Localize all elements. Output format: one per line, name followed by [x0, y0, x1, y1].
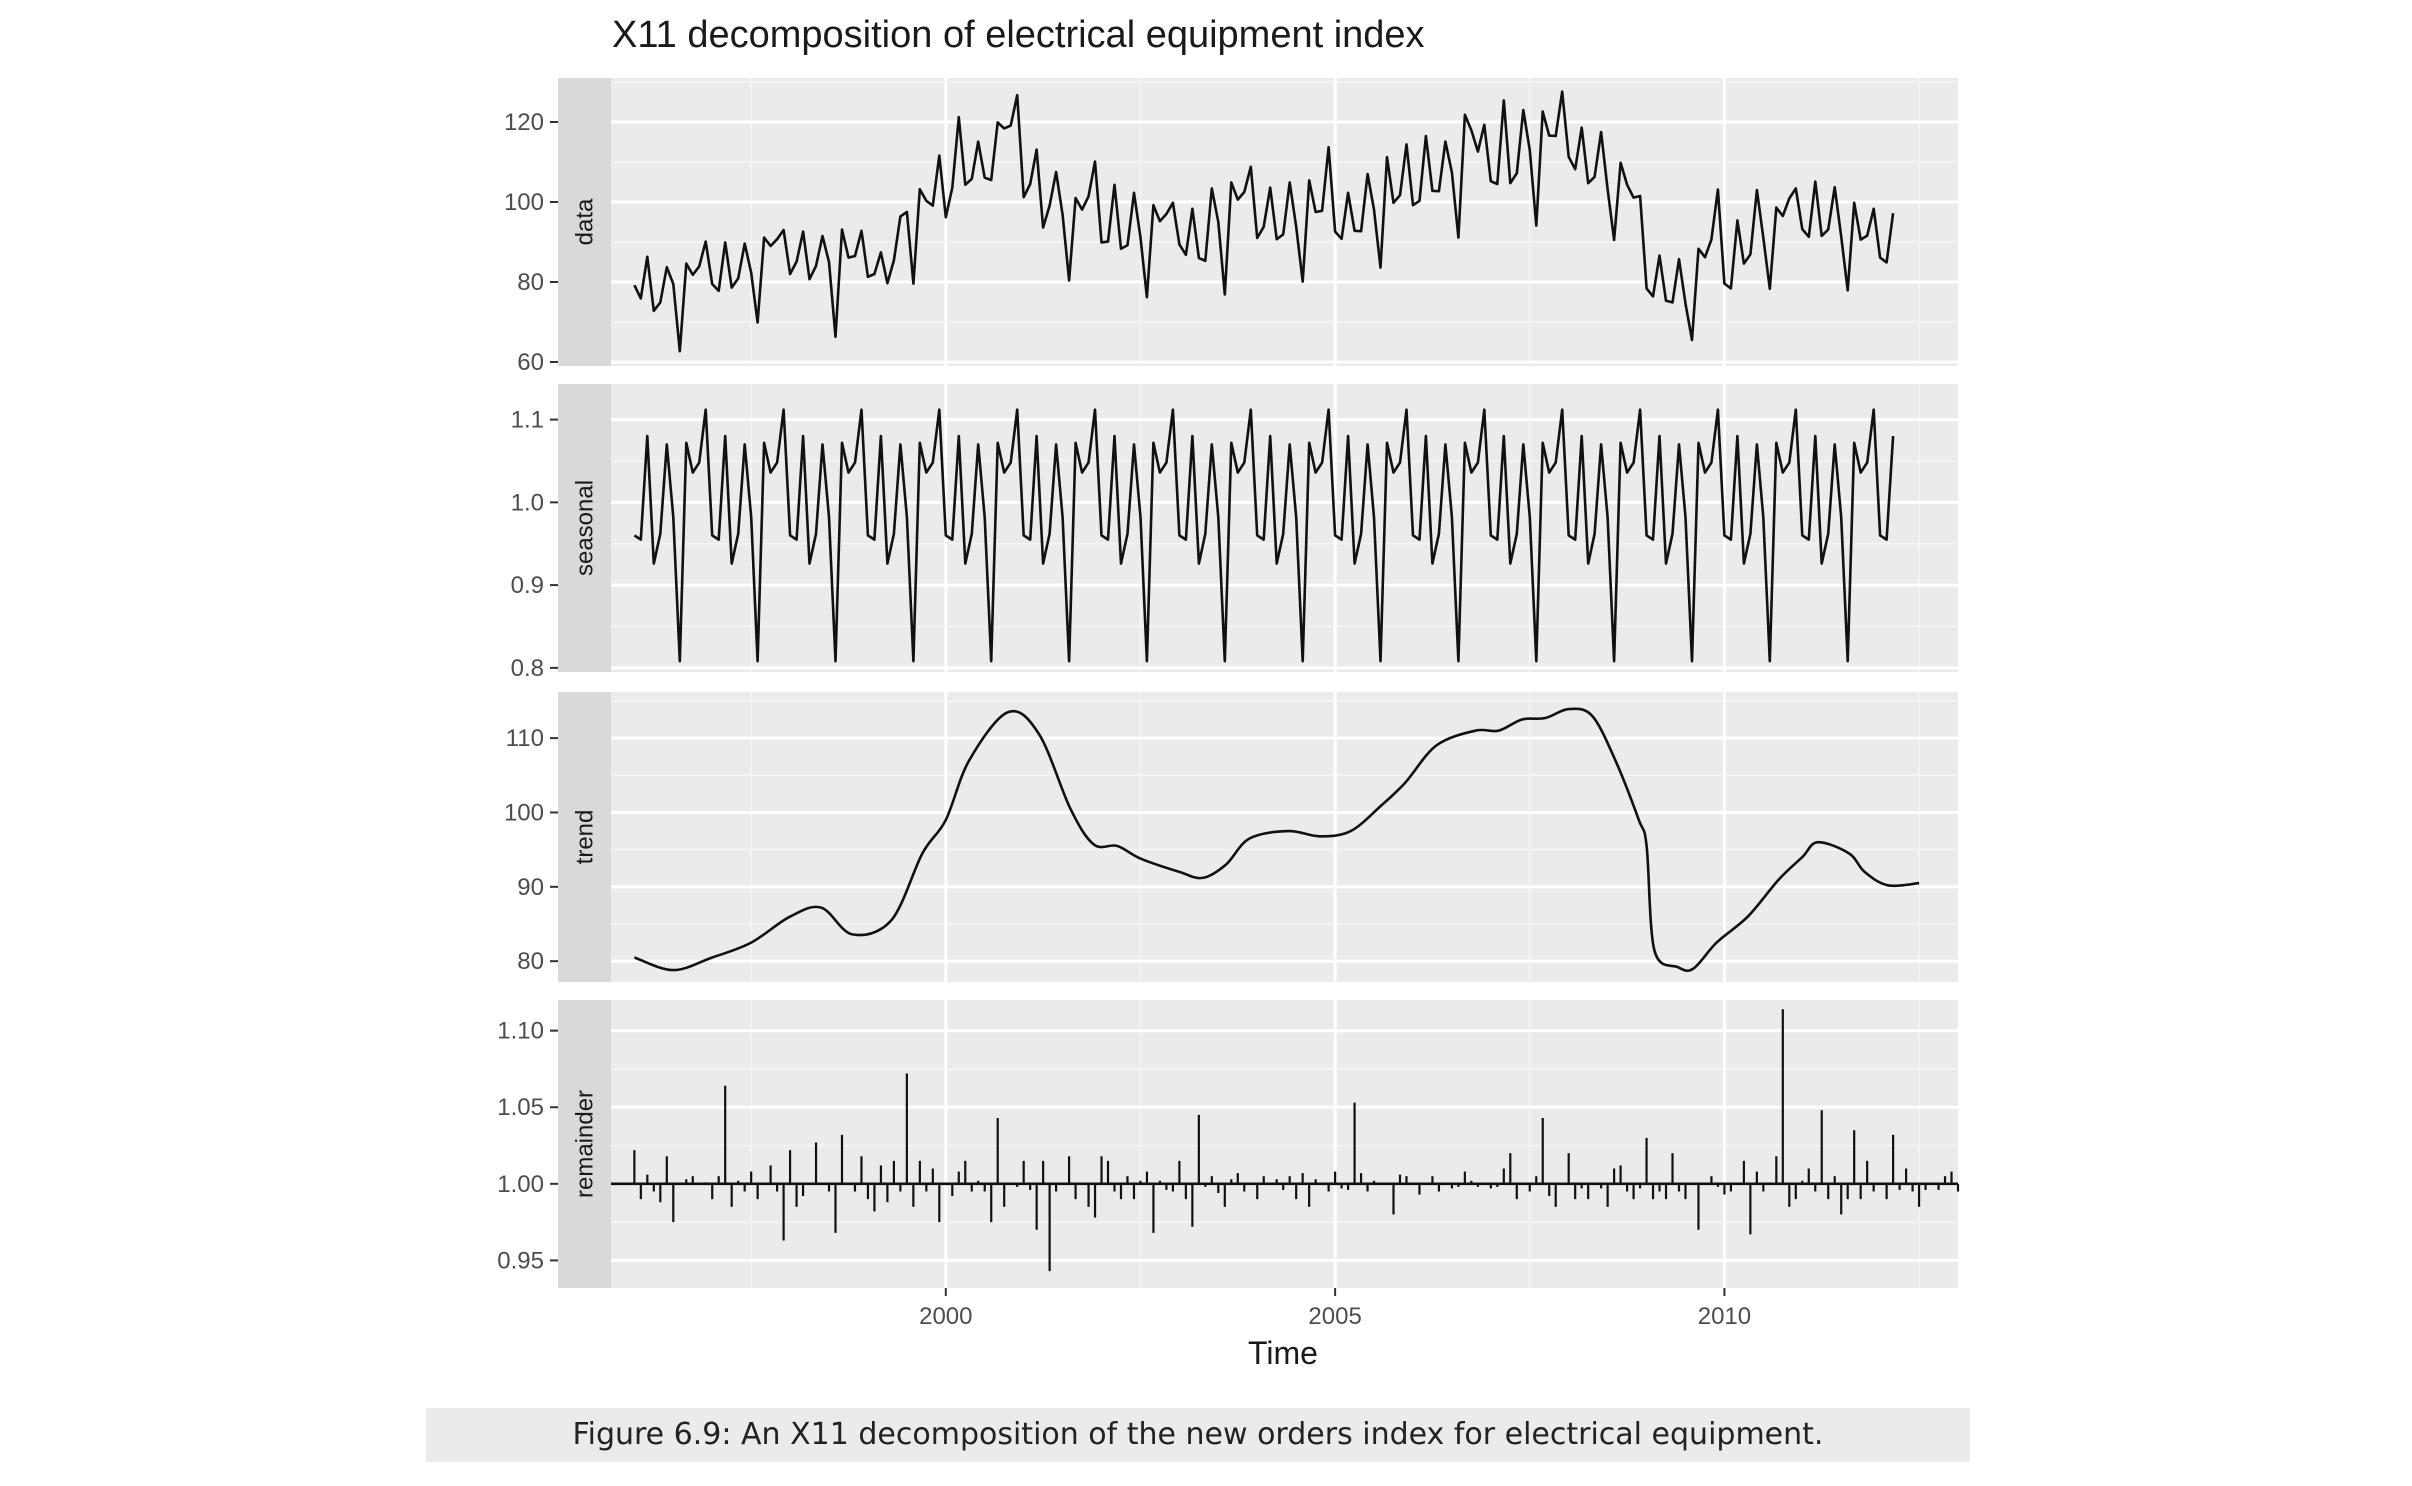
panel-trend: trend 80 90 100 110 — [504, 692, 1958, 982]
series-line-data — [633, 90, 1895, 353]
figure-caption: Figure 6.9: An X11 decomposition of the … — [426, 1408, 1970, 1462]
strip-trend — [558, 692, 611, 982]
strip-label-trend: trend — [572, 810, 599, 865]
y-tick-label: 80 — [517, 269, 544, 296]
decomposition-chart: X11 decomposition of electrical equipmen… — [497, 14, 1960, 1371]
y-tick-label: 1.10 — [497, 1018, 544, 1045]
strip-data — [558, 78, 611, 366]
panels: data 60 80 100 120 seasonal 0.8 0.9 1.0 1.1 trend 8… — [497, 78, 1960, 1288]
y-tick-label: 0.8 — [511, 655, 544, 682]
y-tick-label: 1.0 — [511, 489, 544, 516]
x-axis-label: Time — [1248, 1335, 1318, 1371]
panel-background — [611, 692, 1958, 982]
y-tick-label: 1.1 — [511, 407, 544, 434]
panel-seasonal: seasonal 0.8 0.9 1.0 1.1 — [511, 384, 1958, 682]
y-tick-label: 0.9 — [511, 572, 544, 599]
series-line-trend — [633, 707, 1920, 973]
strip-label-data: data — [572, 198, 599, 245]
strip-label-seasonal: seasonal — [572, 480, 599, 576]
x-tick-label: 2000 — [919, 1303, 972, 1330]
panel-data: data 60 80 100 120 — [504, 78, 1958, 376]
y-tick-label: 0.95 — [497, 1247, 544, 1274]
strip-seasonal — [558, 384, 611, 672]
x-tick-label: 2005 — [1308, 1303, 1361, 1330]
y-tick-label: 1.00 — [497, 1171, 544, 1198]
panel-background — [611, 1000, 1958, 1288]
panel-remainder: remainder 0.95 1.00 1.05 1.10 — [497, 1000, 1960, 1288]
y-tick-label: 100 — [504, 799, 544, 826]
y-tick-label: 110 — [506, 725, 544, 752]
y-tick-label: 120 — [504, 109, 544, 136]
y-tick-label: 1.05 — [497, 1094, 544, 1121]
y-tick-label: 90 — [517, 874, 544, 901]
strip-remainder — [558, 1000, 611, 1288]
strip-label-remainder: remainder — [572, 1090, 599, 1198]
x-axis: 2000 2005 2010 — [919, 1288, 1751, 1330]
x-tick-label: 2010 — [1698, 1303, 1751, 1330]
y-tick-label: 60 — [517, 349, 544, 376]
y-tick-label: 80 — [517, 948, 544, 975]
chart-title: X11 decomposition of electrical equipmen… — [612, 14, 1425, 56]
series-line-seasonal — [633, 408, 1895, 663]
y-tick-label: 100 — [504, 189, 544, 216]
